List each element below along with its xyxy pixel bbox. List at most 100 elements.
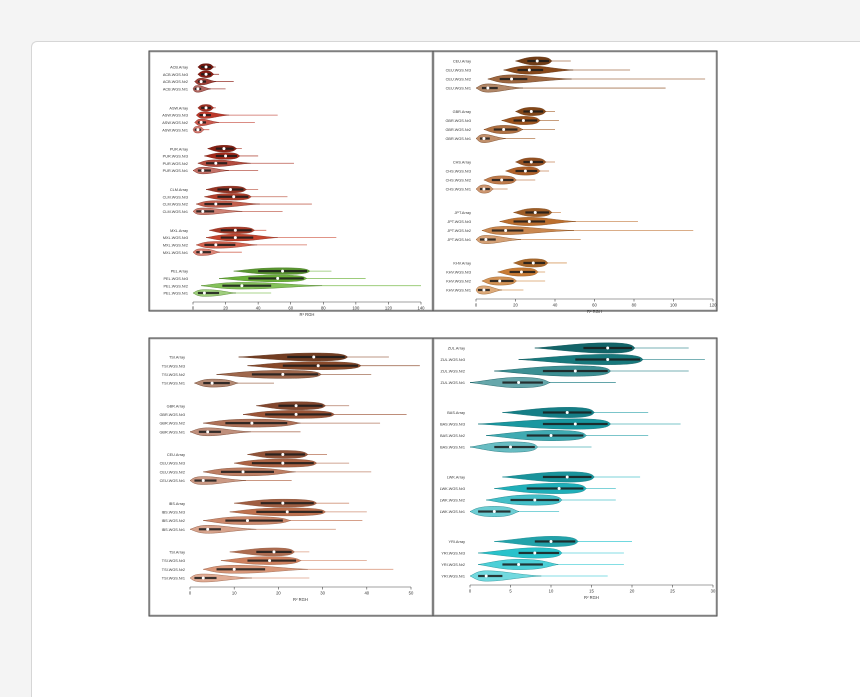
violin-row: LWK.WGS.Nr2 bbox=[440, 494, 616, 506]
violin-median-point bbox=[565, 475, 569, 479]
violin-median-point bbox=[199, 120, 203, 124]
violin-iqr-box bbox=[526, 434, 584, 437]
panel-border bbox=[149, 51, 433, 311]
panel-border bbox=[433, 338, 717, 616]
x-tick-label: 5 bbox=[509, 589, 512, 594]
violin-shape bbox=[481, 226, 574, 235]
violin-row-label: TSI.Array bbox=[169, 356, 185, 360]
violin-median-point bbox=[202, 113, 206, 117]
violin-group: IBS.Array IBS.WGS.Nr3 IBS.WGS.Nr2 IBS.WGS.N… bbox=[162, 498, 367, 534]
violin-iqr-box bbox=[197, 291, 220, 295]
panel-frame bbox=[148, 50, 434, 312]
violin-median-point bbox=[533, 551, 537, 555]
violin-row: JPT.Array bbox=[455, 208, 561, 217]
violin-median-point bbox=[281, 461, 285, 465]
violin-row: ZUL.WGS.Nr1 bbox=[441, 377, 616, 388]
x-tick-label: 120 bbox=[385, 306, 393, 311]
x-tick-label: 60 bbox=[592, 303, 597, 308]
violin-row: ASW.WGS.Nr3 bbox=[162, 111, 278, 119]
violin-panel: ZUL.Array ZUL.WGS.Nr3 ZUL.WGS.Nr2 ZUL.WGS.N… bbox=[432, 337, 718, 617]
violin-row: CEU.Array bbox=[453, 56, 571, 66]
violin-iqr-box bbox=[225, 422, 288, 425]
violin-iqr-box bbox=[220, 470, 274, 473]
x-tick-label: 0 bbox=[192, 306, 195, 311]
x-tick-label: 0 bbox=[475, 303, 478, 308]
violin-row-label: PUR.Array bbox=[170, 147, 188, 151]
violin-median-point bbox=[214, 202, 218, 206]
violin-row-label: GBR.WGS.Nr2 bbox=[445, 128, 471, 132]
violin-row: BAS.WGS.Nr1 bbox=[440, 441, 592, 453]
violin-row: JPT.WGS.Nr3 bbox=[447, 217, 638, 226]
violin-row: CHS.WGS.Nr1 bbox=[446, 184, 508, 194]
x-axis: 0 5 10 15 20 25 30 R² RGH bbox=[469, 584, 716, 600]
violin-row-label: MXL.WGS.Nr2 bbox=[163, 243, 188, 247]
violin-row-label: ZUL.WGS.Nr2 bbox=[441, 370, 465, 374]
violin-group: JPT.Array JPT.WGS.Nr3 JPT.WGS.Nr2 JPT.WGS.N… bbox=[447, 208, 694, 244]
violin-row-label: YRI.Array bbox=[449, 540, 466, 544]
violin-row-label: CEU.WGS.Nr1 bbox=[446, 87, 471, 91]
violin-row-label: JPT.WGS.Nr1 bbox=[447, 238, 471, 242]
violin-shape bbox=[475, 83, 524, 93]
violin-row: IBS.Array bbox=[169, 498, 350, 508]
violin-row: CLM.WGS.Nr2 bbox=[163, 200, 312, 208]
violin-median-point bbox=[606, 346, 610, 350]
violin-median-point bbox=[557, 486, 561, 490]
violin-row: ASW.WGS.Nr2 bbox=[162, 118, 255, 126]
violin-row-label: ASW.WGS.Nr3 bbox=[162, 114, 188, 118]
violin-row-label: CHS.WGS.Nr3 bbox=[446, 170, 471, 174]
violin-median-point bbox=[294, 404, 298, 408]
violin-row-label: CLM.WGS.Nr3 bbox=[163, 195, 188, 199]
panel-frame bbox=[148, 337, 434, 617]
violin-iqr-box bbox=[222, 284, 272, 287]
violin-row: ACB.WGS.Nr3 bbox=[163, 70, 220, 78]
violin-row-label: GBR.Array bbox=[167, 404, 185, 408]
violin-row-label: TSI.WGS.Nr2 bbox=[162, 568, 185, 572]
violin-group: ACB.Array ACB.WGS.Nr3 ACB.WGS.Nr2 ACB.WGS.N… bbox=[163, 63, 234, 93]
violin-iqr-box bbox=[278, 404, 323, 407]
violin-row-label: CHS.WGS.Nr1 bbox=[446, 188, 471, 192]
violin-row-label: TSI.WGS.Nr3 bbox=[162, 559, 185, 563]
violin-row: MXL.WGS.Nr2 bbox=[163, 241, 307, 249]
violin-row-label: GBR.WGS.Nr3 bbox=[159, 413, 185, 417]
violin-median-point bbox=[527, 219, 531, 223]
violin-group: TSI.Array TSI.WGS.Nr3 TSI.WGS.Nr2 TSI.WGS.N… bbox=[162, 352, 420, 388]
x-tick-label: 20 bbox=[630, 589, 635, 594]
violin-median-point bbox=[486, 86, 490, 90]
x-tick-label: 40 bbox=[553, 303, 558, 308]
violin-iqr-box bbox=[481, 86, 498, 90]
violin-row: ACB.WGS.Nr2 bbox=[163, 78, 234, 86]
violin-row-label: IBS.WGS.Nr3 bbox=[162, 510, 185, 514]
violin-row-label: TSI.Array bbox=[169, 550, 185, 554]
violin-median-point bbox=[285, 510, 289, 514]
panel-border bbox=[149, 338, 433, 616]
violin-median-point bbox=[204, 65, 208, 69]
violin-row: JPT.WGS.Nr1 bbox=[447, 235, 581, 244]
violin-iqr-box bbox=[265, 453, 305, 456]
violin-row-label: KHV.WGS.Nr3 bbox=[446, 271, 471, 275]
violin-iqr-box bbox=[204, 202, 233, 206]
violin-iqr-box bbox=[479, 238, 496, 241]
x-tick-label: 80 bbox=[321, 306, 326, 311]
violin-median-point bbox=[228, 187, 232, 191]
x-tick-label: 0 bbox=[189, 591, 192, 596]
violin-row: CEU.WGS.Nr2 bbox=[446, 74, 706, 84]
violin-shape bbox=[194, 118, 220, 126]
violin-row: PEL.WGS.Nr2 bbox=[164, 282, 421, 290]
violin-row-label: IBS.WGS.Nr2 bbox=[162, 519, 185, 523]
x-axis: 0 20 40 60 80 100 120 R² RGH bbox=[475, 298, 717, 314]
violin-median-point bbox=[201, 479, 205, 483]
violin-median-point bbox=[240, 284, 244, 288]
violin-row: PUR.WGS.Nr2 bbox=[163, 159, 294, 167]
violin-row: TSI.WGS.Nr2 bbox=[162, 565, 394, 574]
x-tick-label: 140 bbox=[418, 306, 426, 311]
violin-median-point bbox=[233, 236, 237, 240]
violin-row: GBR.WGS.Nr3 bbox=[445, 116, 559, 125]
violin-row-label: LWK.WGS.Nr2 bbox=[440, 499, 465, 503]
violin-median-point bbox=[210, 381, 214, 385]
violin-iqr-box bbox=[198, 430, 221, 433]
violin-row-label: GBR.WGS.Nr3 bbox=[445, 119, 471, 123]
violin-iqr-box bbox=[196, 210, 215, 213]
violin-group: KHV.Array KHV.WGS.Nr3 KHV.WGS.Nr2 KHV.WGS.N… bbox=[446, 258, 567, 295]
violin-row-label: ZUL.WGS.Nr1 bbox=[441, 381, 465, 385]
x-axis-title: R² RGH bbox=[300, 312, 315, 317]
